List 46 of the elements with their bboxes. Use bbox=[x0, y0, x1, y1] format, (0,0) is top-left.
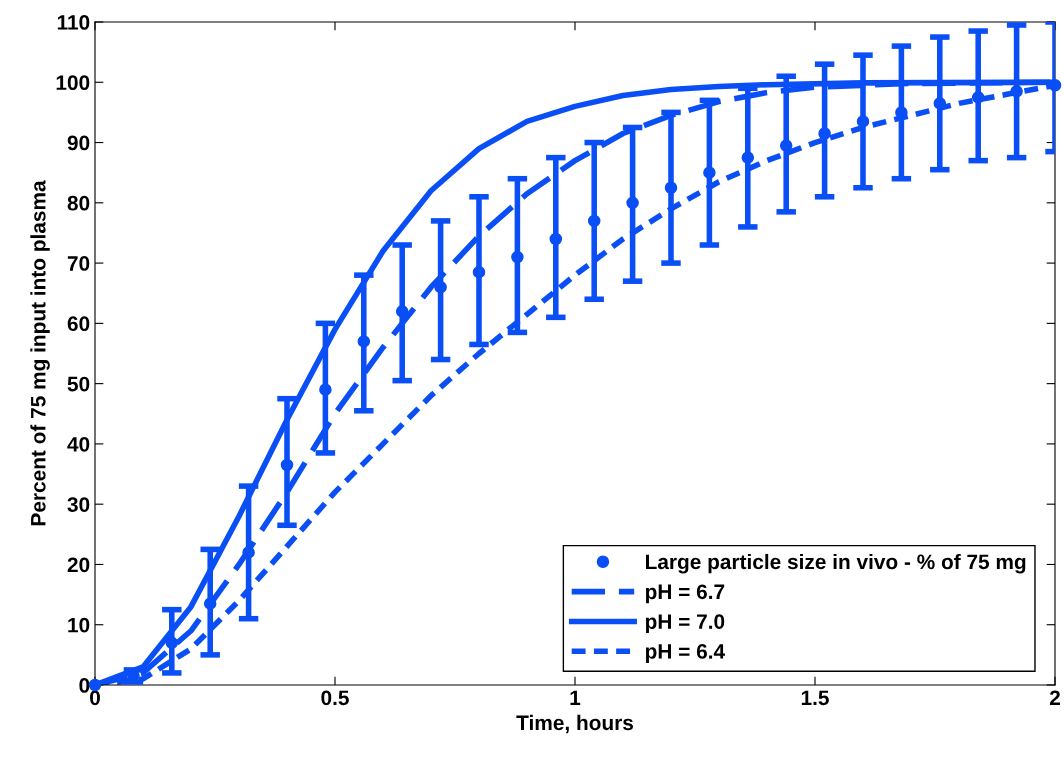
y-tick-label: 100 bbox=[56, 75, 90, 91]
point bbox=[395, 305, 409, 318]
y-tick-label: 30 bbox=[67, 497, 90, 512]
point bbox=[357, 335, 371, 348]
legend-label: pH = 6.7 bbox=[645, 584, 725, 604]
point bbox=[626, 196, 639, 210]
y-tick-label: 80 bbox=[67, 195, 90, 211]
y-tick-label: 110 bbox=[57, 15, 90, 30]
point bbox=[165, 636, 179, 650]
y-tick-label: 0 bbox=[79, 678, 90, 693]
point bbox=[703, 166, 716, 179]
y-tick-label: 70 bbox=[67, 256, 90, 271]
point bbox=[203, 597, 217, 610]
point bbox=[587, 214, 601, 228]
point bbox=[472, 265, 486, 279]
legend-label: Large particle size in vivo - % of 75 mg bbox=[646, 553, 1026, 574]
y-tick-label: 90 bbox=[67, 135, 90, 151]
point bbox=[1010, 85, 1023, 98]
y-tick-label: 10 bbox=[68, 617, 90, 633]
point bbox=[971, 91, 985, 104]
point bbox=[933, 97, 947, 110]
point bbox=[280, 458, 294, 472]
point bbox=[741, 151, 755, 164]
x-tick-label: 0 bbox=[90, 690, 100, 706]
y-axis-title: Percent of 75 mg input into plasma bbox=[30, 180, 50, 526]
point bbox=[434, 280, 447, 294]
y-tick-label: 60 bbox=[67, 316, 90, 332]
y-tick-label: 50 bbox=[67, 376, 90, 392]
point bbox=[818, 127, 831, 140]
point bbox=[856, 115, 870, 128]
x-tick-label: 1.5 bbox=[801, 690, 829, 706]
legend-label: pH = 7.0 bbox=[645, 614, 725, 634]
x-tick-label: 2 bbox=[1049, 690, 1060, 705]
point bbox=[319, 383, 332, 396]
point bbox=[664, 181, 678, 195]
x-tick-label: 1 bbox=[570, 690, 581, 705]
y-tick-label: 20 bbox=[67, 557, 90, 573]
point bbox=[242, 546, 255, 559]
x-axis-title: Time, hours bbox=[516, 714, 633, 734]
point bbox=[779, 139, 793, 152]
point bbox=[549, 232, 563, 246]
y-tick-label: 40 bbox=[67, 436, 90, 452]
legend-label: pH = 6.4 bbox=[645, 644, 725, 663]
x-tick-label: 0.5 bbox=[321, 690, 349, 706]
point bbox=[511, 250, 524, 264]
point bbox=[1048, 79, 1062, 92]
